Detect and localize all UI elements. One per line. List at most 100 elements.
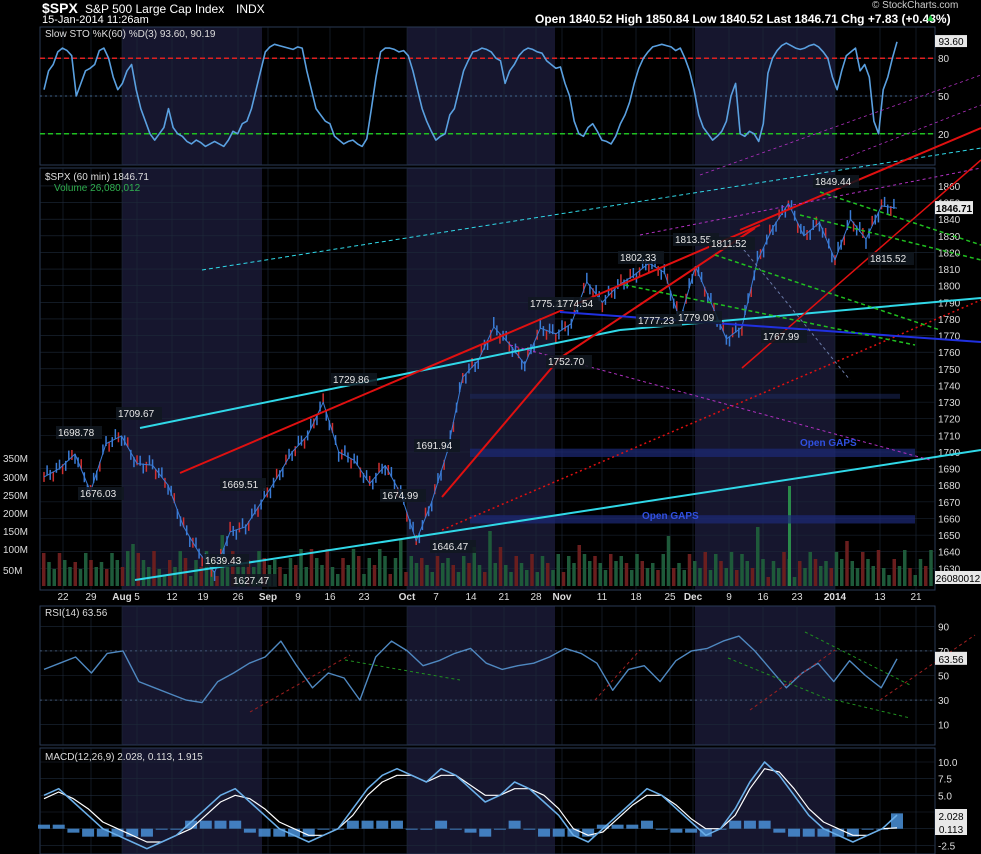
rsi-trendline [834, 699, 911, 719]
volume-bar [556, 554, 560, 586]
volume-bar [593, 556, 597, 586]
volume-bar [393, 558, 398, 586]
macd-histogram-bar [170, 828, 183, 830]
volume-bar [561, 572, 566, 586]
macd-histogram-bar [464, 828, 477, 833]
x-tick-label: 14 [465, 592, 477, 603]
volume-bar [136, 553, 140, 586]
macd-histogram-bar [861, 828, 874, 830]
macd-histogram-bar [258, 828, 271, 837]
volume-bar [441, 563, 445, 586]
volume-bar [866, 559, 870, 586]
macd-histogram-bar [140, 828, 153, 837]
volume-bar [546, 563, 550, 586]
volume-bar [131, 544, 135, 586]
volume-bar [577, 545, 581, 586]
x-tick-label: 12 [166, 592, 178, 603]
x-tick-label: Oct [399, 592, 416, 603]
volume-bar [435, 556, 440, 586]
volume-bar [351, 549, 356, 586]
date-label: 15-Jan-2014 11:26am [42, 14, 149, 26]
volume-bar [157, 569, 161, 586]
x-tick-label: 28 [530, 592, 542, 603]
price-annotation: 1709.67 [118, 409, 155, 420]
rsi-badge [935, 651, 967, 665]
volume-bar [126, 551, 130, 586]
volume-bar [309, 549, 314, 586]
price-tick-label: 1820 [938, 248, 961, 259]
macd-histogram-bar [832, 828, 845, 837]
x-tick-label: 5 [134, 592, 140, 603]
volume-bar [509, 572, 513, 586]
volume-bar [540, 556, 545, 586]
volume-bar [47, 562, 51, 586]
macd-tick-label: 10.0 [938, 758, 958, 769]
price-tick-label: 1670 [938, 498, 961, 509]
rsi-tick-label: 90 [938, 622, 950, 633]
rsi-trendline [727, 657, 831, 701]
volume-bar [498, 547, 503, 586]
price-tick-label: 1680 [938, 481, 961, 492]
price-line [43, 203, 898, 574]
volume-bar [913, 575, 917, 586]
x-tick-label: 16 [757, 592, 769, 603]
price-tick-label: 1700 [938, 448, 961, 459]
month-band [122, 748, 262, 854]
macd-histogram-bar [126, 828, 139, 837]
volume-bar [178, 551, 182, 586]
macd-histogram-bar [626, 824, 639, 829]
macd-histogram-bar [523, 828, 536, 830]
volume-bar [168, 560, 172, 586]
triangle-up-icon: ▲ [925, 12, 936, 24]
volume-bar [850, 561, 854, 586]
price-tick-label: 1640 [938, 548, 961, 559]
volume-bar [94, 567, 98, 586]
volume-tick-label: 50M [3, 566, 22, 577]
volume-bar [745, 561, 749, 586]
sto-trendline [839, 104, 981, 161]
volume-bar [845, 541, 849, 586]
volume-bar [472, 547, 476, 586]
support-trendline [134, 449, 981, 581]
volume-bar [603, 570, 608, 586]
x-tick-label: 13 [874, 592, 886, 603]
volume-bar [304, 567, 308, 586]
price-annotation: 1813.55 [675, 235, 712, 246]
macd-histogram-bar [390, 820, 403, 829]
brand-label: © StockCharts.com [872, 0, 959, 11]
volume-bar [724, 568, 728, 586]
volume-bar [189, 576, 193, 586]
volume-bar [147, 567, 151, 586]
volume-bar [120, 567, 125, 586]
volume-bar [693, 561, 697, 586]
price-annotation-bg [618, 251, 664, 264]
volume-bar [141, 560, 146, 586]
symbol-label[interactable]: $SPX [42, 0, 78, 16]
volume-tick-label: 200M [3, 509, 28, 520]
volume-bar [656, 570, 660, 586]
volume-bar [414, 563, 419, 586]
macd-histogram-bar [185, 820, 198, 829]
macd-histogram-bar [743, 820, 756, 829]
rsi-trendline [804, 631, 911, 686]
rsi-tick-label: 30 [938, 696, 950, 707]
volume-bar [367, 558, 371, 586]
macd-histogram-bar [67, 828, 80, 833]
volume-bar [661, 554, 665, 586]
macd-histogram-bar [508, 820, 521, 829]
x-tick-label: Sep [259, 592, 277, 603]
volume-bar [719, 561, 723, 586]
rsi-trendline [594, 649, 641, 701]
volume-bar [588, 561, 592, 586]
volume-bar [598, 563, 602, 586]
volume-bar [115, 560, 119, 586]
volume-bar [283, 574, 287, 586]
price-annotation: 1802.33 [620, 253, 657, 264]
volume-bar [425, 565, 429, 586]
volume-bar [273, 560, 277, 586]
price-annotation-bg [414, 439, 460, 452]
price-badge-label: 1846.71 [936, 204, 973, 215]
macd-histogram-bar [802, 828, 815, 837]
price-annotation: 1774.54 [557, 299, 594, 310]
